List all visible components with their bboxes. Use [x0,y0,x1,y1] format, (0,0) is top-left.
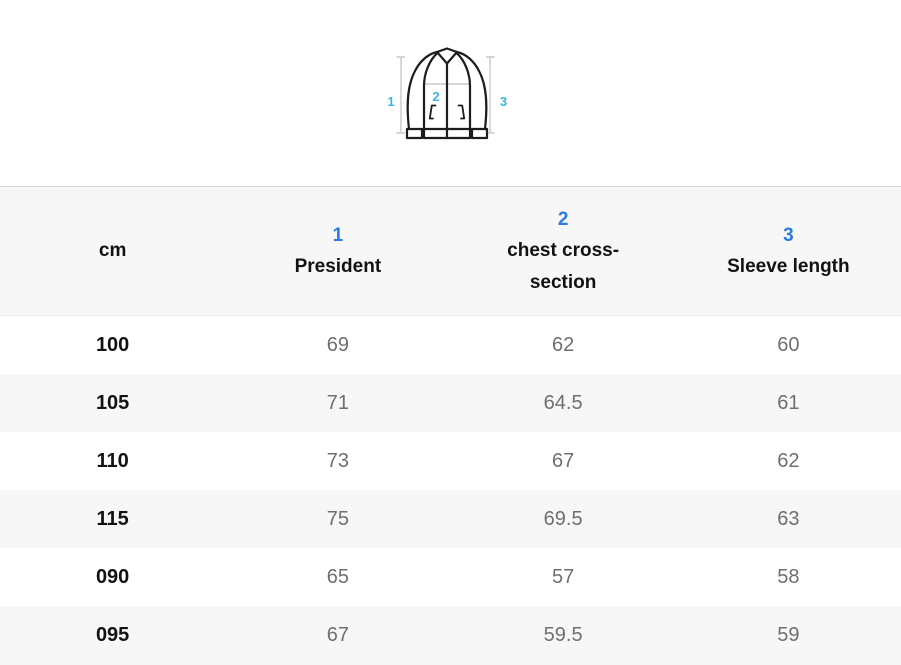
value-cell: 58 [777,565,800,588]
value-cell: 67 [326,624,349,646]
value-cell: 61 [777,391,800,414]
value-cell: 69.5 [543,507,583,530]
table-row: 110 73 67 62 [0,432,901,490]
size-cell: 090 [95,565,130,588]
column-label: President [294,256,382,277]
header-cell-chest-cross-section: 2 chest cross-section [451,187,676,315]
value-cell: 69 [326,333,349,356]
value-cell: 67 [552,449,575,472]
value-cell: 71 [326,391,349,414]
column-label: Sleeve length [727,256,850,277]
size-cell: 105 [95,391,130,414]
length-guide-right [486,56,495,134]
table-header-row: cm 1 President 2 chest cross-section 3 S… [0,187,901,316]
column-number: 3 [783,224,794,246]
diagram-area: 1 2 3 [0,0,901,186]
jacket-measurement-icon: 1 2 3 [387,47,507,140]
value-cell: 60 [777,333,800,356]
value-cell: 65 [326,565,349,588]
header-cell-unit: cm [0,187,225,315]
value-cell: 62 [552,333,575,356]
size-table: cm 1 President 2 chest cross-section 3 S… [0,186,901,665]
value-cell: 59.5 [543,624,583,646]
value-cell: 62 [777,449,800,472]
table-row: 090 65 57 58 [0,548,901,606]
header-cell-sleeve-length: 3 Sleeve length [676,187,901,315]
column-number: 1 [332,224,344,246]
measure-label-3: 3 [500,94,507,109]
size-cell: 095 [95,624,130,646]
jacket-outline [405,47,489,140]
measure-label-2: 2 [432,89,439,104]
table-row: 115 75 69.5 63 [0,490,901,548]
measure-label-1: 1 [387,94,394,109]
size-cell: 115 [96,507,129,530]
value-cell: 64.5 [543,391,583,414]
table-row: 105 71 64.5 61 [0,374,901,432]
value-cell: 73 [326,449,349,472]
column-label: chest cross-section [507,240,620,293]
column-number: 2 [557,208,569,230]
size-cell: 100 [95,333,130,356]
table-row: 100 69 62 60 [0,316,901,374]
value-cell: 57 [552,565,575,588]
value-cell: 63 [777,507,800,530]
unit-label: cm [98,240,127,262]
value-cell: 75 [326,507,349,530]
value-cell: 59 [777,624,800,646]
length-guide-left [396,56,405,134]
table-row: 095 67 59.5 59 [0,606,901,665]
header-cell-president: 1 President [225,187,450,315]
size-cell: 110 [96,449,129,472]
